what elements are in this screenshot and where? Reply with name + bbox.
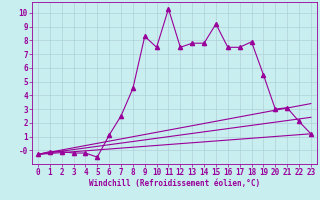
X-axis label: Windchill (Refroidissement éolien,°C): Windchill (Refroidissement éolien,°C)	[89, 179, 260, 188]
